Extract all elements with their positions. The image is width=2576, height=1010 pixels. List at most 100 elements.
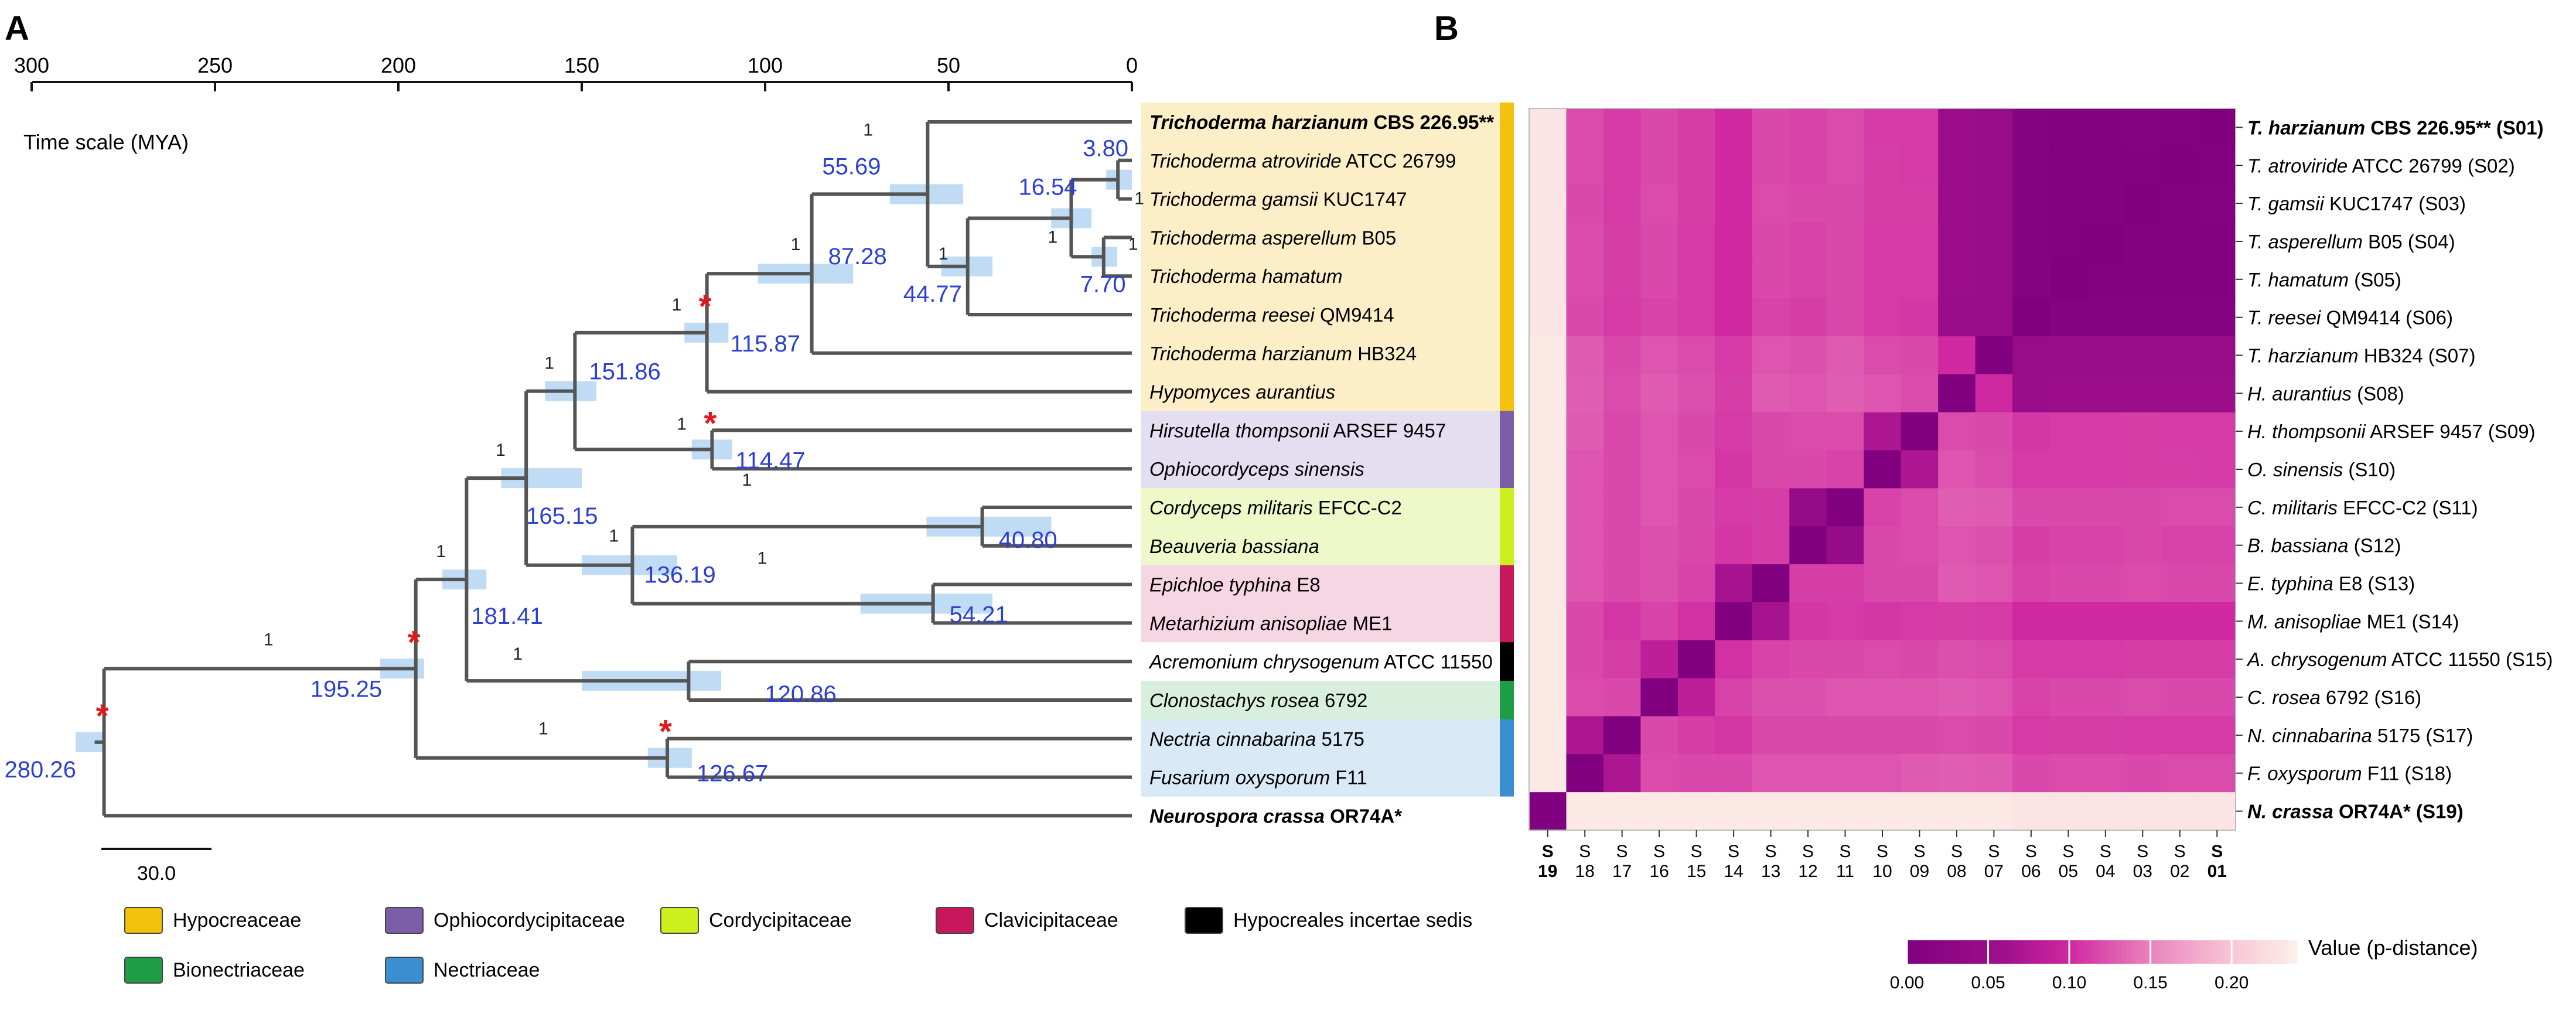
heatmap-cell <box>1715 374 1753 413</box>
heatmap-cell <box>1975 678 2013 717</box>
heatmap-cell <box>1640 488 1678 527</box>
heatmap-cell <box>1640 754 1678 793</box>
colorbar-step <box>2145 940 2151 964</box>
colorbar-step <box>2209 940 2215 964</box>
node-support: 1 <box>264 630 274 649</box>
heatmap-cell <box>2161 260 2199 299</box>
colorbar-step <box>2082 940 2088 964</box>
heatmap-cell <box>1752 374 1790 413</box>
heatmap-cell <box>2198 678 2236 717</box>
heatmap-cell <box>1826 260 1864 299</box>
heatmap-cell <box>1677 754 1715 793</box>
heatmap-cell <box>1938 450 1976 489</box>
heatmap-cell <box>2198 184 2236 223</box>
heatmap-cell <box>2124 450 2162 489</box>
colorbar-step <box>2063 940 2069 964</box>
heatmap-cell <box>1938 374 1976 413</box>
col-label: 19 <box>1538 862 1557 881</box>
heatmap-cell <box>1901 564 1939 603</box>
heatmap-cell <box>2049 792 2087 831</box>
heatmap-cell <box>2087 488 2125 527</box>
heatmap-cell <box>1640 298 1678 337</box>
heatmap-cell <box>1529 640 1567 679</box>
heatmap-cell <box>2198 716 2236 755</box>
heatmap-cell <box>2012 678 2050 717</box>
row-suffix: (S05) <box>2349 269 2401 291</box>
time-axis: 300 250 200 150 100 50 0 <box>14 53 1138 91</box>
col-label-prefix: S <box>1579 842 1591 861</box>
heatmap-cell <box>1640 678 1678 717</box>
node-support: 1 <box>544 354 554 373</box>
colorbar-step <box>2213 940 2219 964</box>
heatmap-cell <box>1975 412 2013 451</box>
heatmap-cell <box>1826 222 1864 261</box>
heatmap-cell <box>1640 564 1678 603</box>
heatmap-cell <box>1901 412 1939 451</box>
colorbar-step <box>2179 940 2185 964</box>
heatmap-cell <box>1529 412 1567 451</box>
family-band <box>1141 642 1500 681</box>
heatmap-cell <box>1566 564 1604 603</box>
heatmap-cell <box>1715 754 1753 793</box>
colorbar-step <box>2238 940 2244 964</box>
heatmap-cell <box>1677 526 1715 565</box>
heatmap-cell <box>1975 488 2013 527</box>
heatmap-cell <box>1715 678 1753 717</box>
colorbar-step <box>2194 940 2200 964</box>
row-label: H. thompsonii ARSEF 9457 (S09) <box>2247 421 2536 442</box>
heatmap-cell <box>1677 678 1715 717</box>
heatmap-cell <box>1640 260 1678 299</box>
row-suffix: ATCC 11550 (S15) <box>2387 649 2553 670</box>
heatmap-cell <box>2198 792 2236 831</box>
legend-swatch <box>660 907 699 934</box>
colorbar-step <box>2053 940 2059 964</box>
heatmap-cell <box>2049 716 2087 755</box>
taxon-strain: B05 <box>1356 227 1396 248</box>
heatmap-cell <box>1901 146 1939 185</box>
row-label: T. gamsii KUC1747 (S03) <box>2247 193 2466 214</box>
heatmap-cell <box>1826 336 1864 375</box>
col-label: 01 <box>2207 862 2227 881</box>
taxon-label: Trichoderma gamsii KUC1747 <box>1149 189 1407 210</box>
col-label: 18 <box>1575 862 1595 881</box>
node-age-label: 195.25 <box>311 676 382 702</box>
scale-bar: 30.0 <box>101 848 211 885</box>
colorbar-step <box>1994 940 2000 964</box>
taxon-name: Hirsutella thompsonii <box>1149 419 1330 441</box>
heatmap <box>1528 108 2236 831</box>
taxon-label: Metarhizium anisopliae ME1 <box>1149 612 1393 634</box>
taxon-name: Hypomyces aurantius <box>1149 381 1335 403</box>
heatmap-cell <box>2012 754 2050 793</box>
family-band <box>1141 681 1500 719</box>
phylogenetic-tree <box>94 120 1132 818</box>
heatmap-cell <box>1566 716 1604 755</box>
node-age-label: 181.41 <box>471 603 543 629</box>
heatmap-cell <box>1529 488 1567 527</box>
heatmap-cell <box>2161 716 2199 755</box>
node-support: 1 <box>939 244 948 264</box>
heatmap-cell <box>2198 336 2236 375</box>
colorbar-step <box>2106 940 2112 964</box>
heatmap-cell <box>1938 526 1976 565</box>
heatmap-cell <box>1789 716 1827 755</box>
taxon-name: Ophiocordyceps sinensis <box>1149 458 1364 480</box>
heatmap-cell <box>2198 450 2236 489</box>
colorbar-step <box>1916 940 1922 964</box>
heatmap-cell <box>2049 488 2087 527</box>
colorbar-step <box>2019 940 2025 964</box>
heatmap-cell <box>1715 602 1753 641</box>
taxon-label: Trichoderma atroviride ATCC 26799 <box>1149 150 1456 172</box>
col-label: 17 <box>1612 862 1632 881</box>
row-label: E. typhina E8 (S13) <box>2247 573 2415 595</box>
heatmap-cell <box>2124 412 2162 451</box>
row-suffix: 6792 (S16) <box>2321 687 2421 708</box>
heatmap-cell <box>1677 108 1715 147</box>
col-label-prefix: S <box>1691 842 1702 861</box>
heatmap-cell <box>1975 108 2013 147</box>
heatmap-cell <box>1715 450 1753 489</box>
row-species: B. bassiana <box>2247 535 2348 557</box>
heatmap-cell <box>1752 412 1790 451</box>
heatmap-cell <box>1789 792 1827 831</box>
heatmap-cell <box>2124 108 2162 147</box>
